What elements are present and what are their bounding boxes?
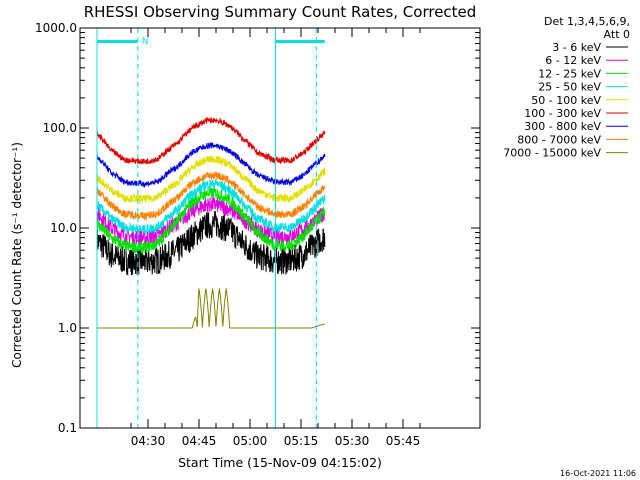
legend-label-3: 25 - 50 keV	[538, 81, 601, 94]
series-line-2	[96, 187, 326, 254]
legend-label-0: 3 - 6 keV	[552, 41, 601, 54]
legend-label-5: 100 - 300 keV	[524, 107, 601, 120]
legend-label-1: 6 - 12 keV	[545, 54, 601, 67]
series-line-3	[96, 178, 326, 236]
legend-header-line-2: Att 0	[604, 28, 630, 41]
legend-label-6: 300 - 800 keV	[524, 120, 601, 133]
x-tick-label: 04:45	[182, 434, 217, 448]
x-tick-label: 05:15	[284, 434, 319, 448]
series-line-6	[96, 141, 326, 188]
series-line-7	[96, 171, 326, 222]
legend-label-7: 800 - 7000 keV	[517, 133, 601, 146]
legend-label-4: 50 - 100 keV	[531, 94, 601, 107]
series-layer	[96, 116, 326, 329]
generation-timestamp: 16-Oct-2021 11:06	[560, 469, 636, 478]
night-bar-1	[275, 40, 325, 43]
chart-title: RHESSI Observing Summary Count Rates, Co…	[84, 3, 477, 21]
series-line-5	[96, 116, 326, 165]
x-axis-label: Start Time (15-Nov-09 04:15:02)	[178, 455, 382, 470]
series-line-4	[96, 155, 326, 205]
y-tick-label: 100.0	[43, 121, 77, 135]
y-tick-label: 0.1	[58, 421, 77, 435]
y-axis-label: Corrected Count Rate (s⁻¹ detector⁻¹)	[10, 142, 24, 368]
orbit-markers: N	[96, 28, 325, 428]
y-tick-label: 10.0	[50, 221, 77, 235]
axes: 0.1 1.0 10.0 100.0 1000.0 04:30 04:45 05:00 05:1…	[35, 21, 481, 448]
night-label: N	[142, 37, 149, 47]
x-tick-label: 05:00	[233, 434, 268, 448]
y-tick-label: 1.0	[58, 321, 77, 335]
legend-header-line-1: Det 1,3,4,5,6,9,	[544, 15, 630, 28]
legend-label-8: 7000 - 15000 keV	[503, 147, 601, 160]
x-tick-label: 04:30	[131, 434, 166, 448]
x-tick-label: 05:30	[335, 434, 370, 448]
x-tick-label: 05:45	[386, 434, 421, 448]
legend-label-2: 12 - 25 keV	[538, 67, 601, 80]
series-line-8	[97, 287, 325, 329]
series-line-0	[96, 211, 326, 276]
y-tick-label: 1000.0	[35, 21, 77, 35]
night-bar-0	[97, 40, 138, 43]
